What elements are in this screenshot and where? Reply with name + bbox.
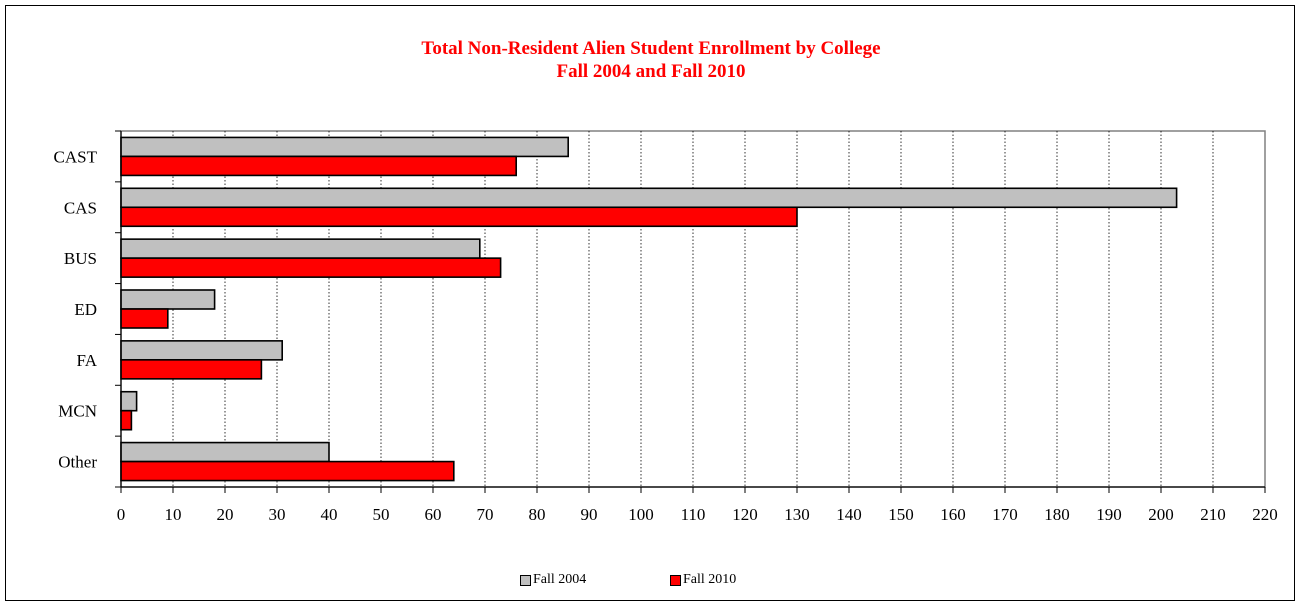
- bar-fa-fall-2010: [120, 359, 263, 380]
- x-tick-label-140: 140: [836, 505, 862, 524]
- bar-cas-fall-2004: [120, 187, 1178, 209]
- x-tick-label-20: 20: [217, 505, 234, 524]
- legend-swatch-fall-2010: [670, 574, 681, 586]
- bar-mcn-fall-2004: [120, 390, 138, 412]
- bar-other-fall-2004: [120, 441, 330, 463]
- y-tick-label-cast: CAST: [54, 147, 98, 166]
- y-tick-label-bus: BUS: [64, 249, 97, 268]
- chart-frame: [5, 5, 1295, 601]
- bar-bus-fall-2004: [120, 238, 481, 259]
- bar-ed-fall-2004: [120, 289, 216, 310]
- y-tick-label-mcn: MCN: [58, 402, 97, 421]
- chart-subtitle: Fall 2004 and Fall 2010: [556, 61, 746, 82]
- x-tick-label-80: 80: [529, 505, 546, 524]
- chart-title: Total Non-Resident Alien Student Enrollm…: [421, 38, 881, 59]
- x-tick-label-210: 210: [1200, 505, 1226, 524]
- x-tick-label-40: 40: [321, 505, 338, 524]
- x-tick-label-220: 220: [1252, 505, 1278, 524]
- x-tick-label-200: 200: [1148, 505, 1174, 524]
- bar-ed-fall-2010: [120, 308, 169, 329]
- bar-other-fall-2010: [120, 460, 455, 482]
- legend-item-fall-2010: Fall 2010: [670, 572, 736, 588]
- y-tick-label-fa: FA: [77, 351, 98, 370]
- y-tick-label-cas: CAS: [64, 198, 97, 217]
- x-tick-label-100: 100: [628, 505, 654, 524]
- y-tick-label-ed: ED: [74, 300, 97, 319]
- x-tick-label-190: 190: [1096, 505, 1122, 524]
- x-tick-label-160: 160: [940, 505, 966, 524]
- x-tick-label-30: 30: [269, 505, 286, 524]
- x-tick-label-70: 70: [477, 505, 494, 524]
- bar-mcn-fall-2010: [120, 409, 133, 431]
- x-tick-label-50: 50: [373, 505, 390, 524]
- y-tick-label-other: Other: [58, 453, 97, 472]
- x-tick-label-110: 110: [681, 505, 706, 524]
- x-tick-label-0: 0: [117, 505, 126, 524]
- x-tick-label-130: 130: [784, 505, 810, 524]
- bar-bus-fall-2010: [120, 257, 502, 278]
- legend-swatch-fall-2004: [520, 574, 531, 586]
- x-tick-label-180: 180: [1044, 505, 1070, 524]
- bar-fa-fall-2004: [120, 340, 283, 361]
- bar-cast-fall-2010: [120, 155, 518, 177]
- x-tick-label-120: 120: [732, 505, 758, 524]
- x-tick-label-170: 170: [992, 505, 1018, 524]
- x-tick-label-150: 150: [888, 505, 914, 524]
- x-tick-label-90: 90: [581, 505, 598, 524]
- bar-cas-fall-2010: [120, 206, 798, 228]
- bar-cast-fall-2004: [120, 136, 570, 158]
- legend-label-fall-2010: Fall 2010: [683, 572, 737, 587]
- legend-label-fall-2004: Fall 2004: [533, 572, 587, 587]
- x-tick-label-10: 10: [165, 505, 182, 524]
- x-tick-label-60: 60: [425, 505, 442, 524]
- legend-item-fall-2004: Fall 2004: [520, 572, 586, 588]
